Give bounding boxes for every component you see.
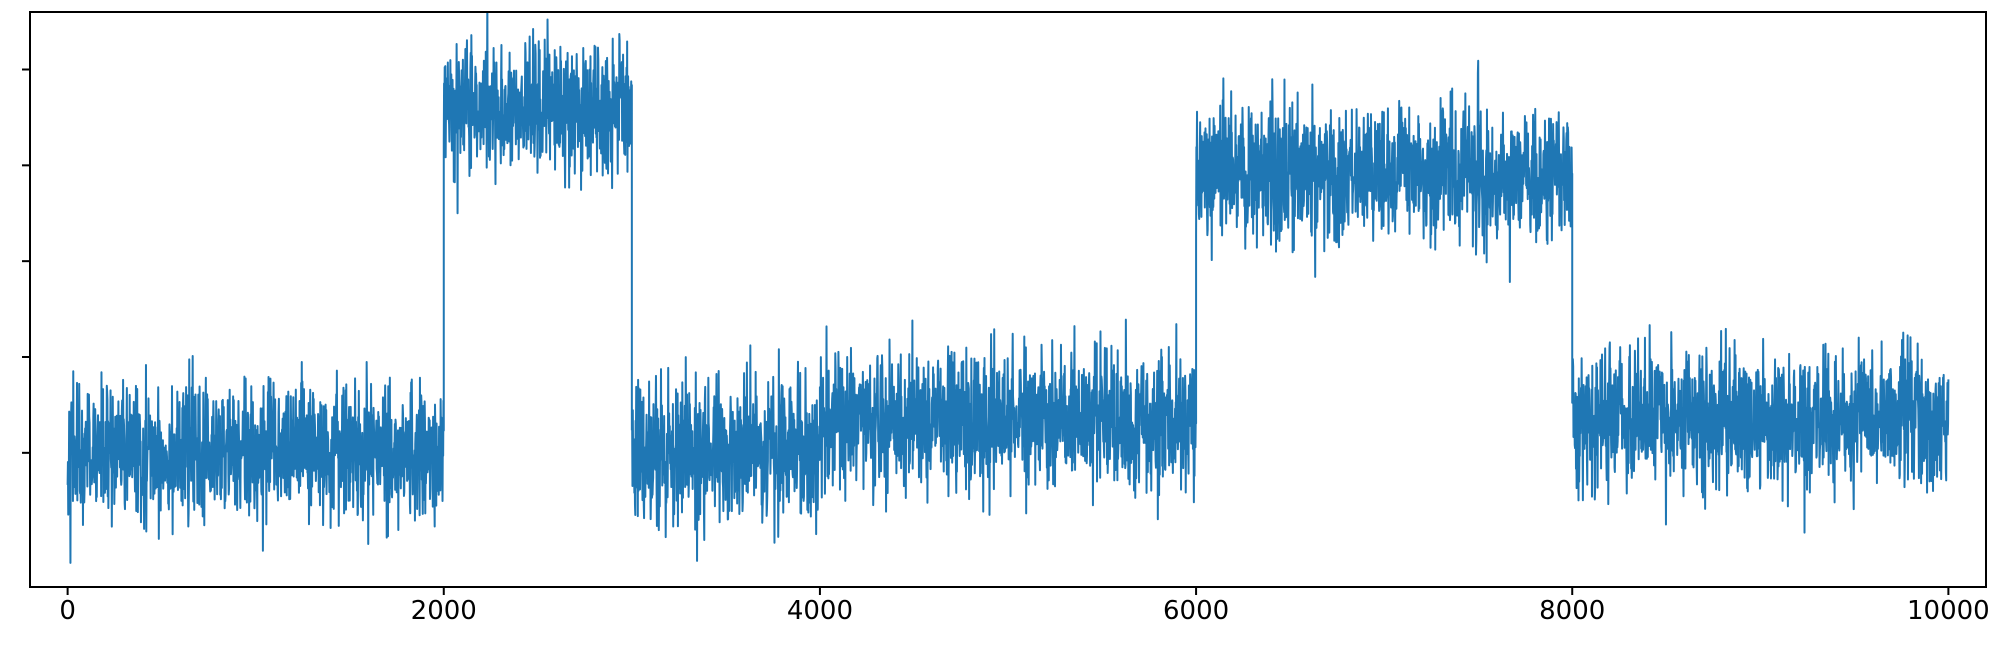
x-tick-label: 4000 — [787, 596, 853, 626]
chart-svg: 0 2000 4000 6000 8000 10000 — [0, 0, 2000, 647]
x-tick-label: 10000 — [1907, 596, 1990, 626]
x-tick-label: 6000 — [1163, 596, 1229, 626]
x-tick-label: 0 — [59, 596, 76, 626]
x-tick-label: 8000 — [1539, 596, 1605, 626]
signal-chart: 0 2000 4000 6000 8000 10000 — [0, 0, 2000, 647]
x-tick-label: 2000 — [411, 596, 477, 626]
